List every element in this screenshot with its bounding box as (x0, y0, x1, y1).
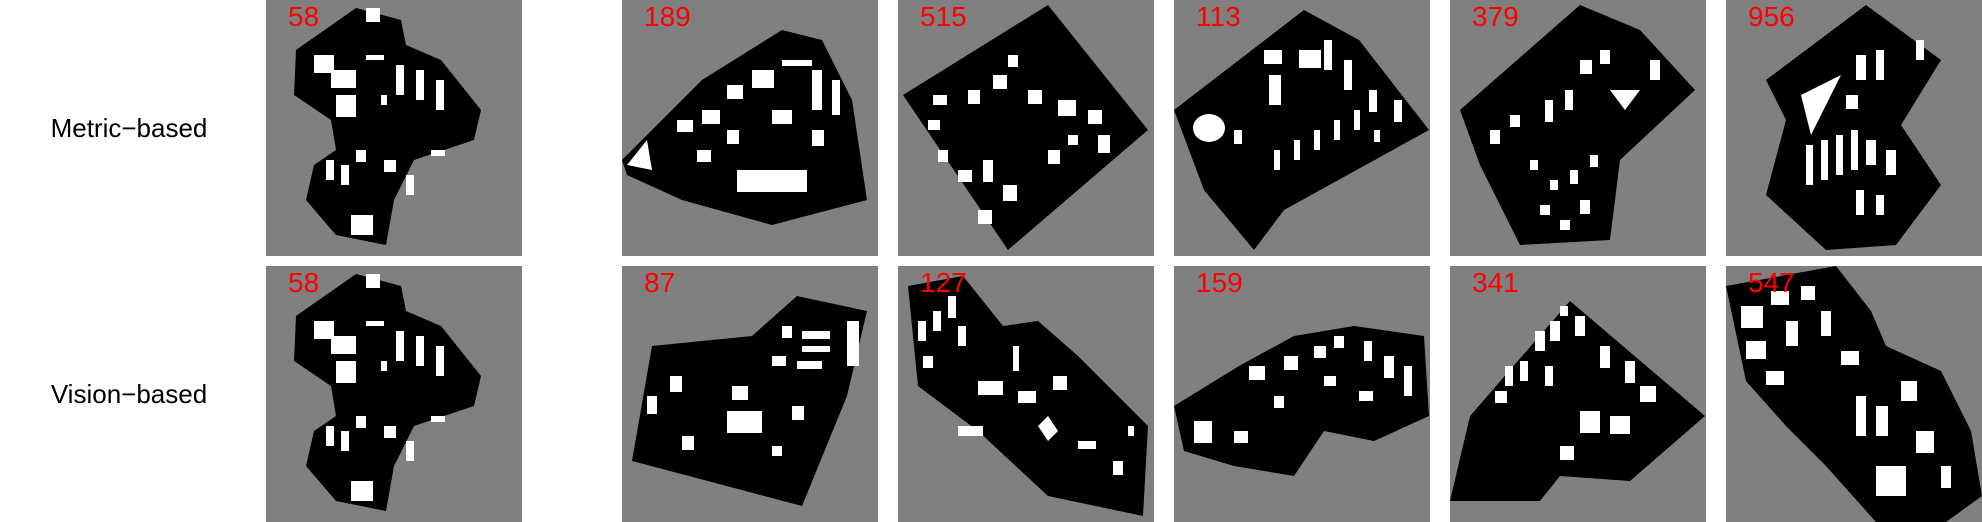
building-layout-map (294, 274, 481, 511)
metric-value-label: 379 (1472, 1, 1519, 32)
building-layout-map (622, 30, 867, 225)
vision-value-label: 159 (1196, 267, 1243, 298)
building-layout-map (1174, 10, 1429, 250)
building-layout-map (294, 8, 481, 245)
building-layout-map (1460, 5, 1695, 245)
result-tile: 159 (1174, 266, 1430, 522)
result-tile: 341 (1450, 266, 1706, 522)
result-tile: 127 (898, 266, 1154, 522)
building-layout-map (903, 5, 1148, 250)
result-tile: 547 (1726, 266, 1982, 522)
vision-value-label: 87 (644, 267, 676, 298)
building-layout-map (1450, 301, 1705, 501)
result-tile: 379 (1450, 0, 1706, 256)
metric-value-label: 956 (1748, 1, 1795, 32)
metric-value-label: 189 (644, 1, 691, 32)
vision-value-label: 127 (920, 267, 967, 298)
vision-value-label: 58 (288, 267, 320, 298)
row-label-metric: Metric−based (50, 113, 208, 143)
metric-value-label: 515 (920, 1, 967, 32)
row-label-vision: Vision−based (50, 379, 208, 409)
result-tile: 58 (266, 0, 522, 256)
metric-value-label: 113 (1196, 1, 1241, 32)
building-layout-map (1726, 266, 1982, 522)
vision-value-label: 341 (1472, 267, 1519, 298)
result-tile: 956 (1726, 0, 1982, 256)
vision-value-label: 547 (1748, 267, 1795, 298)
result-tile: 113 (1174, 0, 1430, 256)
result-tile: 87 (622, 266, 878, 522)
building-layout-map (1174, 326, 1429, 476)
result-tile: 515 (898, 0, 1154, 256)
result-tile: 58 (266, 266, 522, 522)
building-layout-map (632, 296, 867, 506)
result-tile: 189 (622, 0, 878, 256)
building-layout-map (908, 276, 1148, 516)
building-layout-map (1766, 5, 1941, 250)
metric-value-label: 58 (288, 1, 320, 32)
